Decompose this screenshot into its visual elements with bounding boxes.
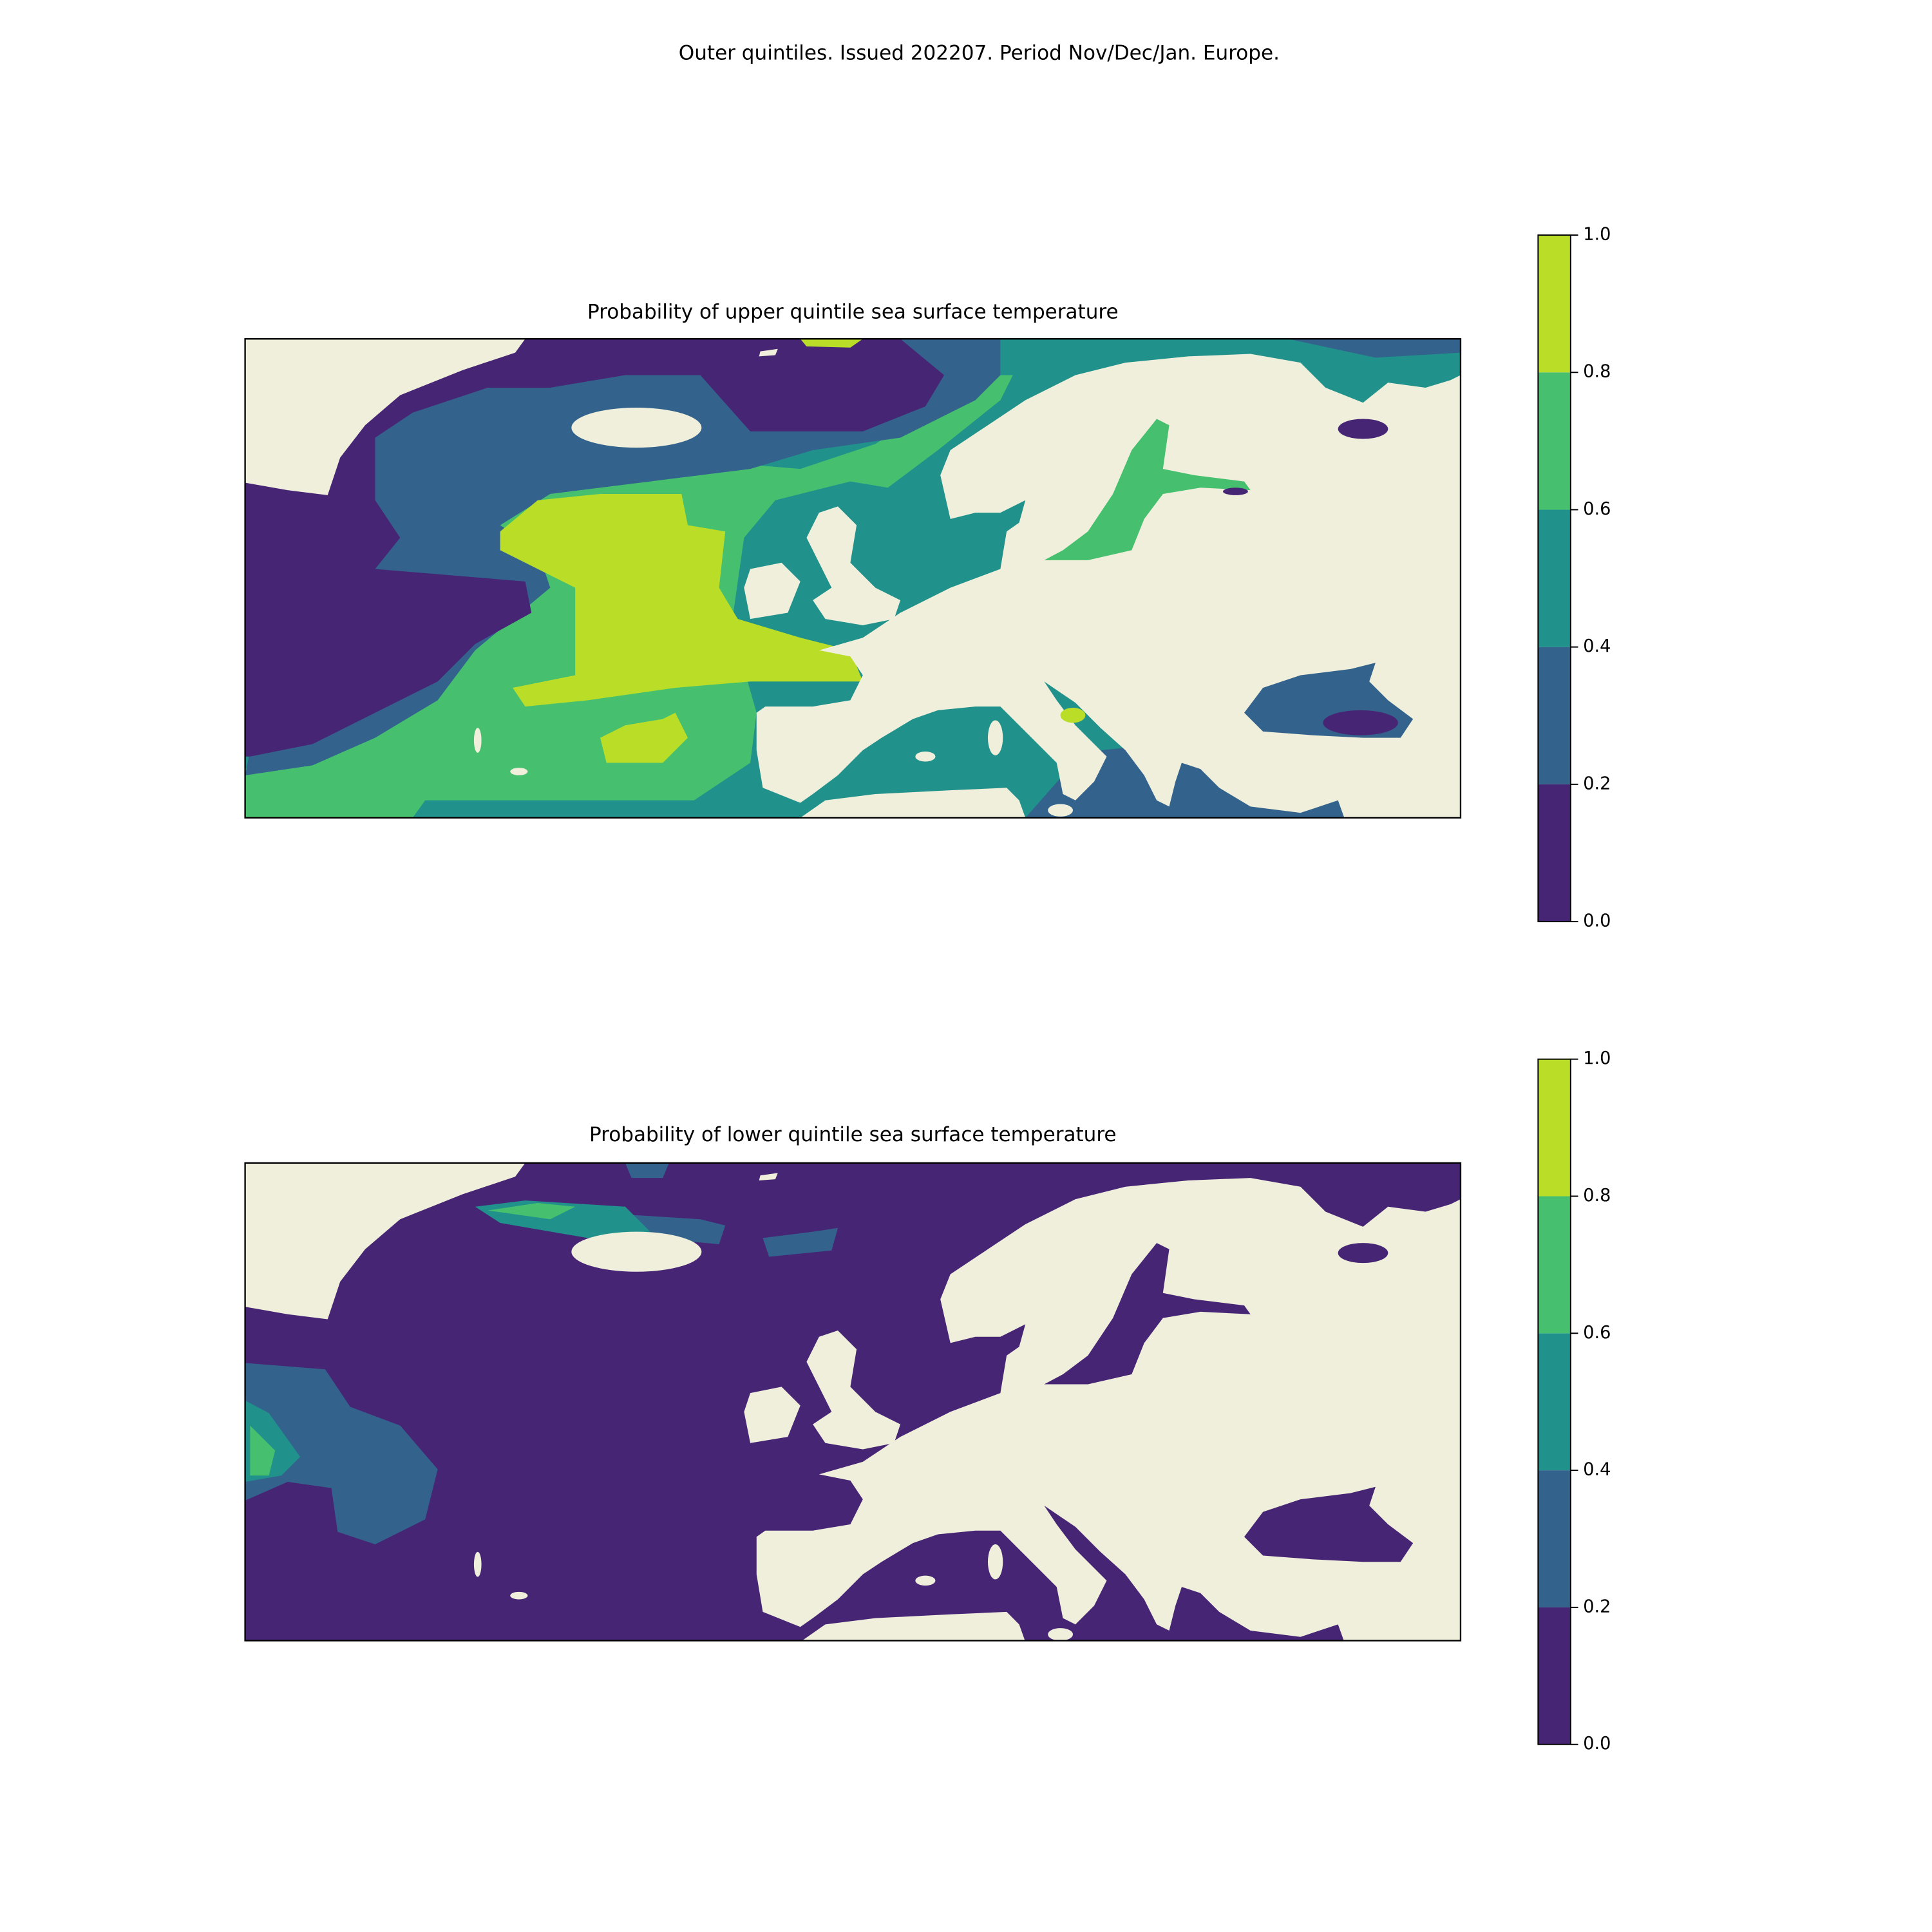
field bbox=[762, 1227, 838, 1257]
field bbox=[1338, 1243, 1388, 1264]
map-frame bbox=[244, 1162, 1462, 1642]
colorbar-band bbox=[1538, 509, 1571, 647]
map bbox=[245, 1162, 1461, 1641]
colorbar-tick-label: 0.6 bbox=[1583, 1323, 1611, 1343]
colorbar-band bbox=[1538, 1059, 1571, 1197]
colorbar-tick-label: 0.4 bbox=[1583, 1460, 1611, 1480]
colorbar-band bbox=[1538, 372, 1571, 510]
map-panel: Probability of lower quintile sea surfac… bbox=[244, 1048, 1611, 1754]
colorbar-frame bbox=[1537, 1058, 1571, 1745]
field bbox=[1323, 710, 1398, 735]
field bbox=[1288, 339, 1461, 358]
colorbar-tick-label: 0.2 bbox=[1583, 773, 1611, 793]
colorbar-band bbox=[1538, 1470, 1571, 1607]
field bbox=[245, 1363, 438, 1545]
colorbar-band bbox=[1538, 235, 1571, 373]
map-frame bbox=[244, 338, 1462, 819]
colorbar-tick-label: 0.8 bbox=[1583, 1186, 1611, 1206]
colorbar-tick-label: 0.0 bbox=[1583, 1734, 1611, 1754]
colorbar-tick-label: 0.8 bbox=[1583, 362, 1611, 382]
colorbar-tick-label: 1.0 bbox=[1583, 225, 1611, 245]
colorbar-band bbox=[1538, 784, 1571, 922]
field bbox=[1338, 419, 1388, 439]
field bbox=[1060, 708, 1086, 723]
field bbox=[800, 339, 863, 348]
colorbar-band bbox=[1538, 1196, 1571, 1334]
colorbar: 0.0 0.2 0.4 0.6 0.8 1.0 bbox=[1537, 225, 1611, 931]
panel-title: Probability of lower quintile sea surfac… bbox=[589, 1123, 1117, 1146]
colorbar-tick-label: 0.6 bbox=[1583, 499, 1611, 519]
field bbox=[1223, 488, 1248, 495]
colorbar-tick-label: 0.4 bbox=[1583, 636, 1611, 656]
map bbox=[245, 339, 1461, 818]
colorbar-frame bbox=[1537, 234, 1571, 923]
panel-title: Probability of upper quintile sea surfac… bbox=[587, 300, 1119, 323]
colorbar: 0.0 0.2 0.4 0.6 0.8 1.0 bbox=[1537, 1048, 1611, 1754]
colorbar-tick-label: 1.0 bbox=[1583, 1048, 1611, 1068]
figure-title: Outer quintiles. Issued 202207. Period N… bbox=[679, 41, 1280, 64]
field bbox=[625, 1162, 669, 1179]
colorbar-tick-label: 0.2 bbox=[1583, 1596, 1611, 1616]
field bbox=[500, 493, 863, 707]
field bbox=[245, 339, 945, 757]
field bbox=[600, 712, 688, 763]
field bbox=[488, 1202, 576, 1220]
field bbox=[250, 1425, 276, 1476]
colorbar-tick-label: 0.0 bbox=[1583, 911, 1611, 931]
colorbar-band bbox=[1538, 1607, 1571, 1745]
map-panel: Probability of upper quintile sea surfac… bbox=[244, 225, 1611, 931]
colorbar-band bbox=[1538, 1333, 1571, 1471]
colorbar-band bbox=[1538, 647, 1571, 784]
